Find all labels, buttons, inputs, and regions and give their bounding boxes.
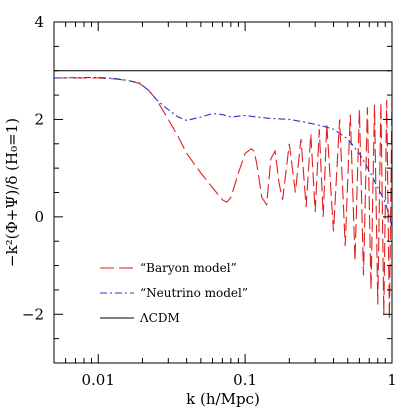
plot-frame: [53, 21, 393, 364]
axis-ticks: [53, 21, 393, 364]
series-line-neutrino-model: [54, 76, 392, 227]
plot-border: [53, 21, 393, 364]
x-tick-label: 1: [387, 371, 397, 389]
x-tick-label: 0.01: [82, 371, 115, 389]
y-tick-label: −2: [22, 305, 44, 323]
legend: “Baryon model” “Neutrino model” ΛCDM: [100, 261, 248, 325]
series-group: [54, 70, 392, 320]
series-line-baryon-model: [54, 77, 392, 320]
axis-tick-labels: 0.01 0.1 1 −2 0 2 4: [22, 13, 397, 389]
y-axis-label: −k²(Φ+Ψ)/δ (H₀=1): [3, 118, 21, 267]
legend-label-neutrino-model: “Neutrino model”: [140, 286, 248, 300]
x-tick-label: 0.1: [233, 371, 257, 389]
legend-label-baryon-model: “Baryon model”: [140, 261, 237, 275]
y-tick-label: 2: [34, 110, 44, 128]
y-tick-label: 4: [34, 13, 44, 31]
y-tick-label: 0: [34, 208, 44, 226]
x-axis-label: k (h/Mpc): [186, 390, 260, 408]
series-curves: [54, 70, 392, 320]
legend-label-lcdm: ΛCDM: [139, 311, 180, 325]
